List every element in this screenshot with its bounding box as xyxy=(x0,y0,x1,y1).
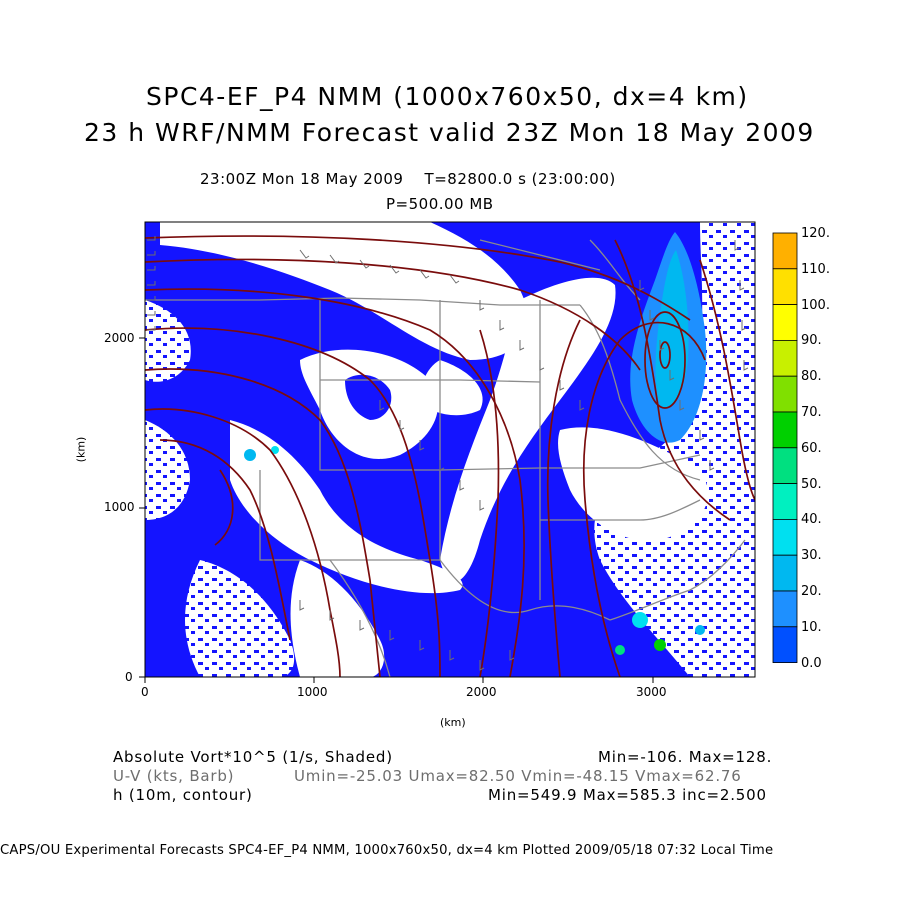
vorticity-legend-label: Absolute Vort*10^5 (1/s, Shaded) xyxy=(113,748,393,766)
valid-time-line: 23:00Z Mon 18 May 2009 T=82800.0 s (23:0… xyxy=(200,170,616,188)
height-legend-label: h (10m, contour) xyxy=(113,786,253,804)
colorbar-boxes xyxy=(772,232,798,663)
wind-barbs xyxy=(147,236,749,671)
colorbar-box xyxy=(772,268,798,305)
colorbar-label: 30. xyxy=(801,548,822,564)
colorbar-box xyxy=(772,519,798,556)
colorbar-label: 120. xyxy=(801,226,830,241)
pressure-level: P=500.00 MB xyxy=(386,195,494,213)
wind-stats: Umin=-25.03 Umax=82.50 Vmin=-48.15 Vmax=… xyxy=(294,767,742,785)
title-line-2: 23 h WRF/NMM Forecast valid 23Z Mon 18 M… xyxy=(84,118,815,147)
vorticity-stats: Min=-106. Max=128. xyxy=(598,748,773,766)
title-line-1: SPC4-EF_P4 NMM (1000x760x50, dx=4 km) xyxy=(146,82,749,111)
political-boundaries xyxy=(145,239,746,677)
colorbar-box xyxy=(772,232,798,270)
height-contours xyxy=(145,235,755,677)
wind-legend-label: U-V (kts, Barb) xyxy=(113,767,235,785)
x-axis-label: (km) xyxy=(440,716,466,729)
colorbar-box xyxy=(772,590,798,628)
y-tick-label: 2000 xyxy=(104,331,135,345)
footer-credit: CAPS/OU Experimental Forecasts SPC4-EF_P… xyxy=(0,843,774,858)
colorbar-label: 80. xyxy=(801,369,822,385)
colorbar-box xyxy=(772,447,798,484)
colorbar-box xyxy=(772,339,798,377)
height-stats: Min=549.9 Max=585.3 inc=2.500 xyxy=(488,786,767,804)
colorbar-label: 10. xyxy=(801,619,822,635)
x-tick-label: 0 xyxy=(141,685,149,699)
colorbar-box xyxy=(772,483,798,520)
colorbar-label: 40. xyxy=(801,512,822,528)
y-axis-label: (km) xyxy=(74,436,88,463)
colorbar-box xyxy=(772,304,798,341)
x-tick-label: 2000 xyxy=(466,685,497,699)
x-tick-label: 1000 xyxy=(297,685,328,699)
colorbar-label: 20. xyxy=(801,584,822,599)
colorbar-box xyxy=(772,626,798,663)
colorbar-box xyxy=(772,554,798,592)
colorbar-label: 60. xyxy=(801,440,822,456)
colorbar-label: 50. xyxy=(801,476,822,492)
y-tick-label: 0 xyxy=(125,670,133,684)
colorbar-box xyxy=(772,375,798,413)
colorbar-label: 70. xyxy=(801,405,822,420)
axis-ticks xyxy=(139,337,654,683)
plot-frame xyxy=(144,221,756,678)
colorbar-box xyxy=(772,411,798,449)
colorbar-label: 110. xyxy=(801,261,830,277)
colorbar-label: 100. xyxy=(801,297,830,313)
colorbar-label: 90. xyxy=(801,333,822,349)
colorbar-label: 0.0 xyxy=(801,655,822,671)
y-tick-label: 1000 xyxy=(104,500,135,514)
x-tick-label: 3000 xyxy=(636,685,667,699)
